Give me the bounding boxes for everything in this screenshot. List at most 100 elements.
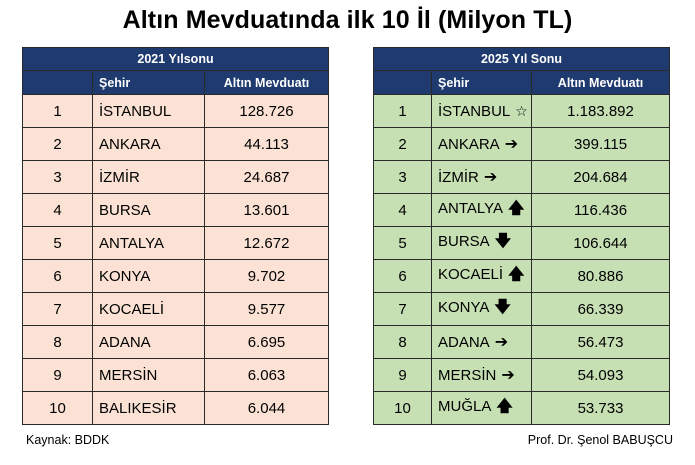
table-row: 8 ADANA ➔ 56.473: [373, 325, 671, 359]
arrow-right-icon: ➔: [494, 334, 509, 351]
value-cell: 106.644: [530, 226, 671, 260]
rank-cell: 7: [373, 292, 432, 326]
table-row: 3 İZMİR ➔ 204.684: [373, 160, 671, 194]
source-note: Kaynak: BDDK: [26, 433, 110, 447]
city-cell: ADANA: [92, 325, 205, 359]
arrow-down-icon: 🡇: [494, 232, 512, 250]
value-cell: 399.115: [530, 127, 671, 161]
value-cell: 54.093: [530, 358, 671, 392]
table-row: 7 KONYA 🡇 66.339: [373, 292, 671, 326]
column-header-value: Altın Mevduatı: [204, 70, 329, 95]
table-row: 2 ANKARA ➔ 399.115: [373, 127, 671, 161]
city-cell: ANKARA: [92, 127, 205, 161]
value-cell: 66.339: [530, 292, 671, 326]
city-cell: ANTALYA: [92, 226, 205, 260]
table-row: 9 MERSİN 6.063: [22, 358, 329, 392]
arrow-right-icon: ➔: [501, 367, 515, 384]
rank-cell: 4: [22, 193, 93, 227]
city-cell: ANTALYA 🡅: [431, 193, 532, 227]
city-cell: MUĞLA 🡅: [431, 391, 532, 425]
table-row: 6 KOCAELİ 🡅 80.886: [373, 259, 671, 293]
rank-cell: 9: [22, 358, 93, 392]
rank-cell: 8: [22, 325, 93, 359]
table-row: 10 MUĞLA 🡅 53.733: [373, 391, 671, 425]
rank-cell: 1: [373, 94, 432, 128]
value-cell: 9.702: [204, 259, 329, 293]
table-row: 10 BALIKESİR 6.044: [22, 391, 329, 425]
rank-cell: 3: [22, 160, 93, 194]
value-cell: 12.672: [204, 226, 329, 260]
table-row: 1 İSTANBUL ☆ 1.183.892: [373, 94, 671, 128]
table-row: 5 BURSA 🡇 106.644: [373, 226, 671, 260]
author-credit: Prof. Dr. Şenol BABUŞCU: [527, 433, 673, 447]
value-cell: 128.726: [204, 94, 329, 128]
city-cell: KOCAELİ: [92, 292, 205, 326]
table-row: 9 MERSİN ➔ 54.093: [373, 358, 671, 392]
city-name: İSTANBUL: [438, 102, 511, 120]
rank-cell: 4: [373, 193, 432, 227]
city-name: BURSA: [438, 232, 490, 250]
column-header-rank: [22, 70, 93, 95]
value-cell: 9.577: [204, 292, 329, 326]
arrow-right-icon: ➔: [483, 169, 498, 186]
table-row: 8 ADANA 6.695: [22, 325, 329, 359]
city-cell: BALIKESİR: [92, 391, 205, 425]
city-cell: BURSA: [92, 193, 205, 227]
value-cell: 1.183.892: [530, 94, 671, 128]
table-2021-header: 2021 Yılsonu: [22, 47, 329, 71]
city-cell: KONYA: [92, 259, 205, 293]
city-cell: MERSİN ➔: [431, 358, 532, 392]
rank-cell: 10: [22, 391, 93, 425]
rank-cell: 9: [373, 358, 432, 392]
arrow-down-icon: 🡇: [494, 298, 511, 316]
value-cell: 56.473: [530, 325, 671, 359]
city-name: ADANA: [438, 334, 490, 351]
value-cell: 6.044: [204, 391, 329, 425]
rank-cell: 2: [22, 127, 93, 161]
rank-cell: 2: [373, 127, 432, 161]
city-cell: KONYA 🡇: [431, 292, 532, 326]
city-cell: BURSA 🡇: [431, 226, 532, 260]
page-title: Altın Mevduatında ilk 10 İl (Milyon TL): [122, 6, 573, 34]
value-cell: 24.687: [204, 160, 329, 194]
city-name: KONYA: [438, 298, 490, 316]
arrow-up-icon: 🡅: [496, 397, 513, 415]
column-header-city: Şehir: [92, 70, 205, 95]
rank-cell: 8: [373, 325, 432, 359]
star-icon: ☆: [515, 102, 528, 119]
city-name: KOCAELİ: [438, 265, 504, 283]
arrow-up-icon: 🡅: [508, 265, 525, 283]
table-row: 4 ANTALYA 🡅 116.436: [373, 193, 671, 227]
city-name: ANTALYA: [438, 199, 504, 217]
rank-cell: 7: [22, 292, 93, 326]
city-name: MUĞLA: [438, 397, 492, 415]
table-2021: 2021 Yılsonu Şehir Altın Mevduatı 1 İSTAN…: [22, 47, 329, 425]
city-cell: KOCAELİ 🡅: [431, 259, 532, 293]
arrow-up-icon: 🡅: [508, 199, 525, 217]
table-row: 5 ANTALYA 12.672: [22, 226, 329, 260]
table-row: 2 ANKARA 44.113: [22, 127, 329, 161]
table-row: 1 İSTANBUL 128.726: [22, 94, 329, 128]
value-cell: 116.436: [530, 193, 671, 227]
table-2025-header: 2025 Yıl Sonu: [372, 47, 671, 71]
value-cell: 44.113: [204, 127, 329, 161]
table-row: 3 İZMİR 24.687: [22, 160, 329, 194]
city-cell: İSTANBUL: [92, 94, 205, 128]
city-cell: ADANA ➔: [431, 325, 532, 359]
rank-cell: 6: [373, 259, 432, 293]
value-cell: 204.684: [530, 160, 671, 194]
table-row: 7 KOCAELİ 9.577: [22, 292, 329, 326]
rank-cell: 5: [373, 226, 432, 260]
city-cell: İZMİR ➔: [431, 160, 532, 194]
rank-cell: 1: [22, 94, 93, 128]
table-2025: 2025 Yıl Sonu Şehir Altın Mevduatı 1 İSTA…: [372, 47, 671, 425]
city-name: ANKARA: [438, 136, 500, 153]
rank-cell: 3: [373, 160, 432, 194]
value-cell: 6.695: [204, 325, 329, 359]
column-header-value: Altın Mevduatı: [530, 70, 671, 95]
column-header-city: Şehir: [431, 70, 532, 95]
value-cell: 53.733: [530, 391, 671, 425]
city-cell: MERSİN: [92, 358, 205, 392]
city-cell: İSTANBUL ☆: [431, 94, 532, 128]
city-name: MERSİN: [438, 367, 497, 384]
